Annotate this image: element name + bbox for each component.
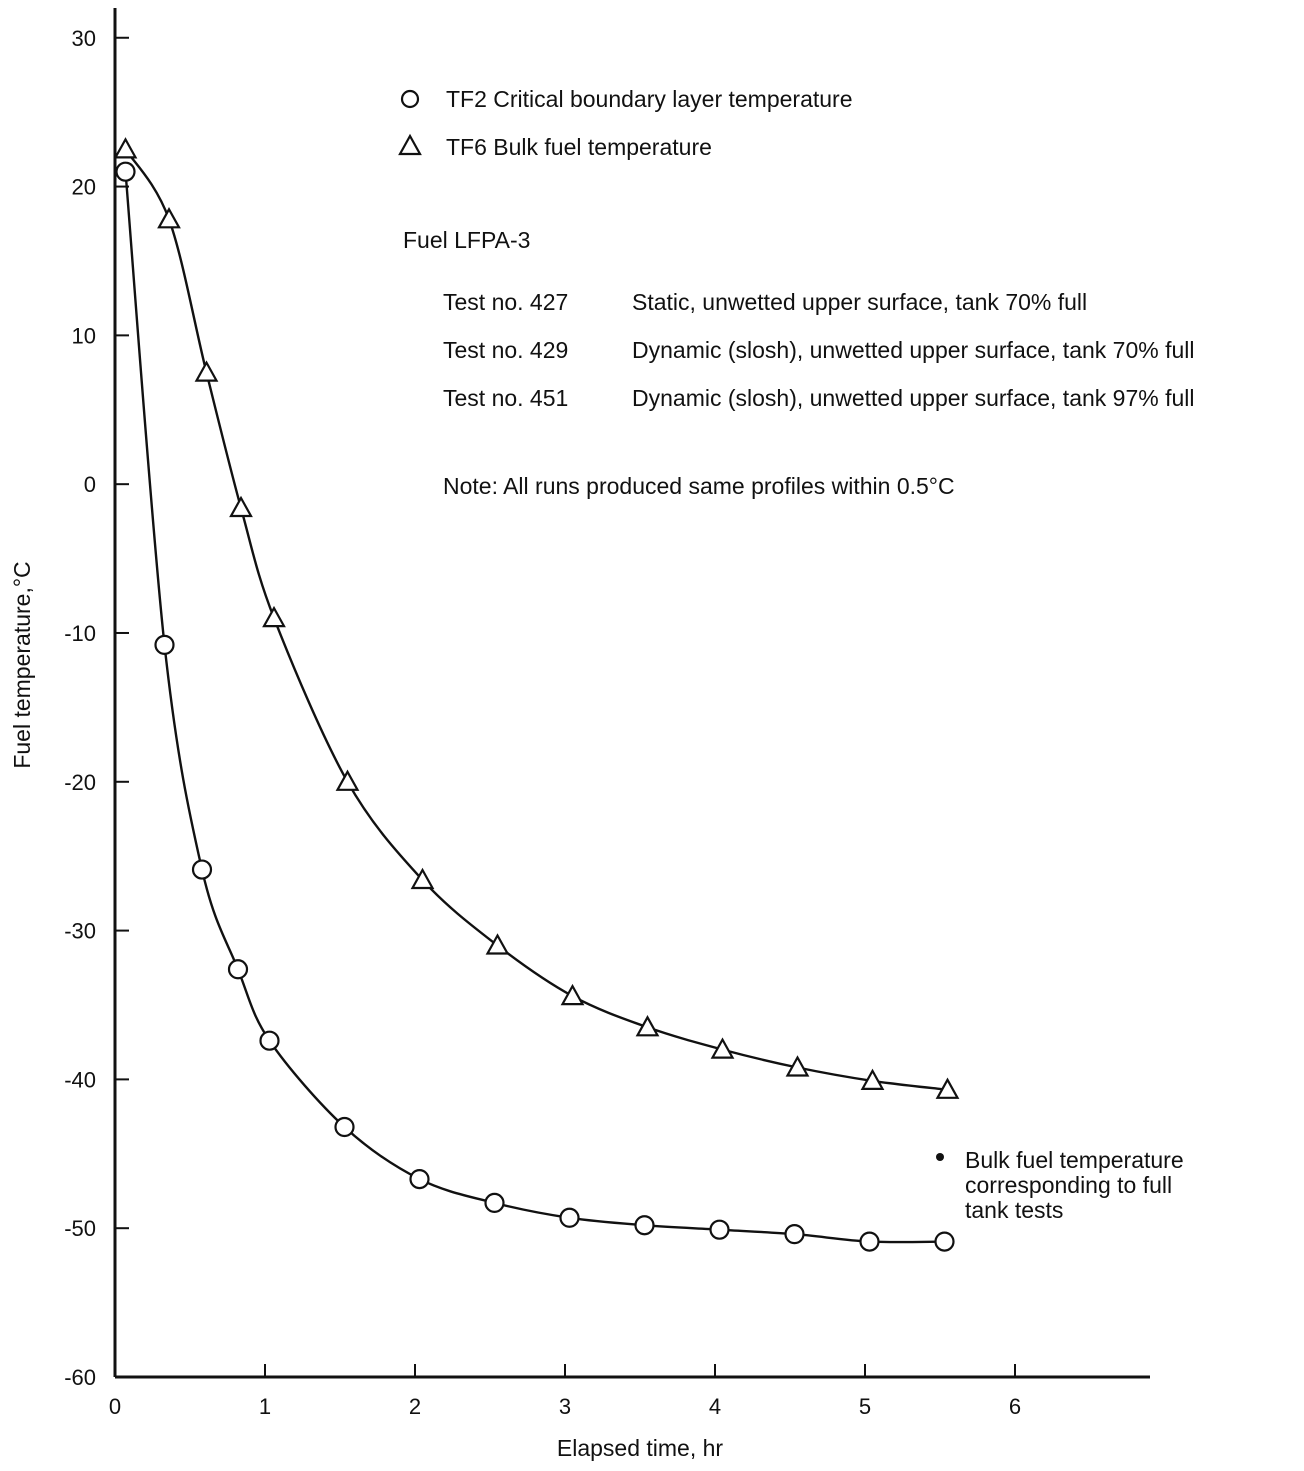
legend-circle-marker	[400, 89, 420, 109]
y-tick-label: -50	[64, 1216, 96, 1241]
bulk-fuel-note: Bulk fuel temperature corresponding to f…	[936, 1147, 1184, 1223]
y-tick-label: -20	[64, 770, 96, 795]
tf2-circle-point	[559, 1207, 580, 1228]
tf2-circle-point	[859, 1231, 880, 1252]
tf2-circle-point	[227, 959, 249, 980]
y-tick-label: -10	[64, 621, 96, 646]
tf6-triangle-point	[935, 1077, 960, 1099]
y-tick-label: 0	[84, 472, 96, 497]
tf6-triangle-point	[710, 1037, 735, 1059]
bullet-dot	[936, 1153, 944, 1161]
tf6-triangle-point	[485, 933, 510, 955]
tf6-triangle-point	[262, 605, 286, 628]
test-id-451: Test no. 451	[443, 385, 568, 411]
axes: 0 1 2 3 4 5 6 30 20 10 0 -10 -20 -30 -40 -50 -60	[64, 8, 1150, 1419]
x-tick-label: 6	[1009, 1394, 1021, 1419]
x-tick-label: 3	[559, 1394, 571, 1419]
test-id-429: Test no. 429	[443, 337, 568, 363]
tf2-circle-point	[484, 1192, 505, 1213]
tf6-triangle-point	[194, 360, 219, 382]
y-tick-label: -40	[64, 1067, 96, 1092]
bulk-note-line-3: tank tests	[965, 1197, 1063, 1223]
bulk-note-line-2: corresponding to full	[965, 1172, 1172, 1198]
tf6-triangle-point	[635, 1015, 660, 1037]
y-tick-label: 10	[72, 323, 96, 348]
tf6-triangle-point	[157, 207, 181, 229]
x-axis-title: Elapsed time, hr	[557, 1435, 724, 1461]
tf2-circle-point	[709, 1219, 730, 1240]
tf6-triangle-point	[860, 1068, 885, 1091]
tf2-circle-point	[115, 161, 136, 182]
x-tick-label: 4	[709, 1394, 721, 1419]
fuel-label: Fuel LFPA-3	[403, 227, 530, 253]
legend: TF2 Critical boundary layer temperature …	[398, 86, 853, 160]
x-tick-label: 2	[409, 1394, 421, 1419]
tf2-circle-point	[154, 634, 175, 655]
test-id-427: Test no. 427	[443, 289, 568, 315]
x-tick-label: 0	[109, 1394, 121, 1419]
tf2-circle-point	[409, 1168, 430, 1190]
test-desc-429: Dynamic (slosh), unwetted upper surface,…	[632, 337, 1195, 363]
x-tick-label: 1	[259, 1394, 271, 1419]
y-tick-label: 20	[72, 175, 96, 200]
tf6-triangle-point	[560, 983, 585, 1006]
tf2-circle-point	[634, 1215, 655, 1236]
tf2-circle-point	[934, 1231, 955, 1252]
test-annotations: Fuel LFPA-3 Test no. 427 Static, unwette…	[403, 227, 1195, 499]
tf6-triangle-point	[229, 495, 253, 518]
bulk-note-line-1: Bulk fuel temperature	[965, 1147, 1184, 1173]
tf2-circle-point	[259, 1030, 280, 1051]
legend-label-tf6: TF6 Bulk fuel temperature	[446, 134, 712, 160]
x-tick-label: 5	[859, 1394, 871, 1419]
tf2-circle-point	[334, 1116, 355, 1138]
legend-label-tf2: TF2 Critical boundary layer temperature	[446, 86, 853, 112]
tf2-circle-point	[191, 859, 213, 880]
test-desc-427: Static, unwetted upper surface, tank 70%…	[632, 289, 1087, 315]
profile-note: Note: All runs produced same profiles wi…	[443, 473, 955, 499]
tf6-triangle-point	[113, 137, 138, 159]
y-tick-label: 30	[72, 26, 96, 51]
tf6-triangle-point	[785, 1055, 810, 1077]
tf2-curve	[124, 171, 945, 1244]
y-tick-label: -30	[64, 919, 96, 944]
tf2-circle-point	[784, 1224, 805, 1245]
tf6-triangle-point	[410, 867, 435, 890]
y-tick-label: -60	[64, 1365, 96, 1390]
series-markers	[113, 137, 960, 1252]
legend-triangle-marker	[398, 133, 422, 156]
test-desc-451: Dynamic (slosh), unwetted upper surface,…	[632, 385, 1195, 411]
y-axis-title: Fuel temperature,°C	[9, 561, 35, 768]
tf6-triangle-point	[335, 769, 360, 791]
